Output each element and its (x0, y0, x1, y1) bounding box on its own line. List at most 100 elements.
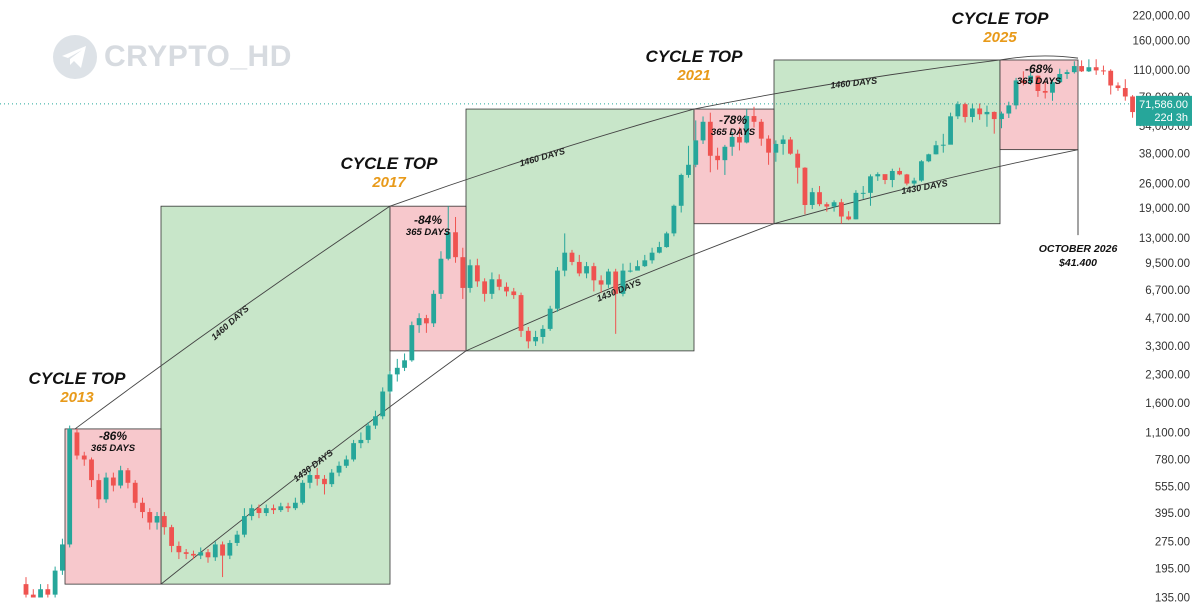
candle-body (183, 552, 189, 554)
candle-body (496, 279, 502, 287)
cycle-zones (64, 59, 1079, 585)
candle-body (562, 252, 568, 271)
candle-body (933, 145, 939, 155)
candle-body (300, 482, 306, 503)
candle-body (533, 336, 538, 342)
candle-body (424, 318, 429, 324)
candle-body (882, 174, 888, 180)
price-tick: 395.00 (1155, 508, 1190, 520)
candle-body (89, 459, 94, 481)
candle-body (351, 443, 356, 460)
price-axis[interactable]: 220,000.00160,000.00110,000.0078,000.005… (1132, 11, 1192, 605)
candle-body (489, 279, 495, 294)
candle-body (700, 121, 706, 141)
candle-body (38, 589, 43, 598)
price-tick: 1,600.00 (1145, 398, 1190, 410)
candle-body (707, 121, 713, 156)
bear-zone (999, 59, 1079, 151)
candle-body (1071, 66, 1077, 73)
price-tick: 3,300.00 (1145, 341, 1190, 353)
candle-body (613, 271, 619, 294)
price-tick: 160,000.00 (1132, 36, 1190, 48)
candle-body (460, 257, 466, 288)
candle-body (788, 139, 793, 154)
candle-body (227, 542, 233, 556)
candle-body (453, 232, 458, 258)
candle-body (656, 247, 662, 253)
candle-body (758, 121, 764, 139)
candle-body (474, 265, 480, 282)
candle-body (802, 167, 808, 205)
price-tick: 4,700.00 (1145, 313, 1190, 325)
drop-duration: 365 DAYS (1017, 76, 1062, 87)
candle-body (191, 553, 196, 556)
candle-body (824, 204, 830, 207)
cycle-top-year: 2025 (982, 29, 1017, 46)
candle-body (751, 116, 757, 122)
current-price-tag (1136, 95, 1192, 126)
candle-body (868, 176, 873, 193)
candle-body (445, 232, 451, 259)
candle-body (853, 192, 859, 220)
candle-body (1028, 75, 1034, 83)
watermark-label: CRYPTO_HD (104, 40, 292, 73)
cycle-top-title: CYCLE TOP (952, 9, 1050, 28)
candle-body (547, 308, 553, 329)
candle-body (504, 286, 509, 292)
candle-body (212, 544, 218, 558)
candle-body (540, 328, 546, 337)
candle-body (322, 478, 327, 485)
bull-duration: 1460 DAYS (830, 76, 878, 91)
candle-body (1108, 70, 1114, 86)
candle-body (970, 108, 975, 117)
top-trendline (74, 55, 1079, 430)
candle-body (198, 552, 204, 556)
price-tick: 2,300.00 (1145, 369, 1190, 381)
candle-body (773, 143, 779, 153)
candle-body (948, 116, 953, 145)
cycle-top-title: CYCLE TOP (646, 47, 744, 66)
candle-body (1122, 88, 1128, 97)
candle-body (904, 174, 910, 184)
bull-zone (465, 108, 695, 352)
candle-body (991, 111, 997, 120)
candle-body (1057, 74, 1063, 83)
candle-body (744, 116, 750, 143)
candle-body (1035, 75, 1041, 91)
candle-body (962, 104, 968, 117)
candle-body (940, 144, 946, 146)
drop-percent: -84% (414, 213, 442, 227)
candle-body (926, 154, 932, 162)
candle-body (52, 570, 58, 595)
candle-body (576, 261, 582, 274)
candle-body (838, 202, 844, 217)
candle-body (1093, 67, 1099, 71)
candle-body (525, 330, 531, 342)
candle-body (176, 545, 182, 553)
bear-zone (389, 205, 467, 352)
candle-body (256, 508, 262, 514)
candle-body (875, 174, 881, 177)
candle-body (642, 260, 648, 267)
candle-body (314, 475, 320, 479)
candle-body (1013, 80, 1019, 106)
candle-body (394, 367, 400, 375)
candle-body (380, 391, 386, 417)
candle-body (205, 552, 211, 558)
price-tick: 38,000.00 (1139, 149, 1190, 161)
candle-body (729, 136, 735, 147)
candle-body (1006, 105, 1012, 114)
trendlines (0, 55, 1140, 585)
price-tick: 26,000.00 (1139, 179, 1190, 191)
candle-body (161, 516, 167, 528)
price-tick: 555.00 (1155, 481, 1190, 493)
candle-body (846, 216, 852, 220)
price-tick: 780.00 (1155, 454, 1190, 466)
price-tick: 110,000.00 (1133, 65, 1190, 77)
price-tick: 135.00 (1155, 593, 1190, 605)
candle-body (722, 146, 728, 161)
drop-duration: 365 DAYS (711, 127, 756, 138)
candle-body (278, 506, 284, 511)
price-tick: 6,700.00 (1145, 285, 1190, 297)
candle-body (482, 281, 488, 294)
